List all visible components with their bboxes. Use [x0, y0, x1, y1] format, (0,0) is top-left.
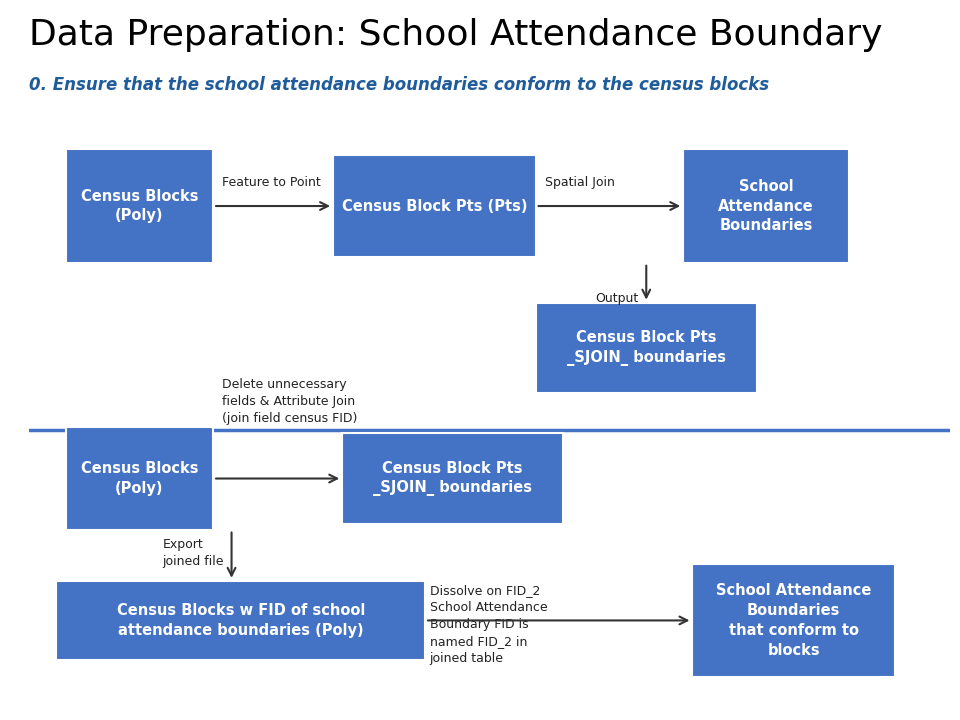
FancyBboxPatch shape: [536, 302, 756, 393]
Text: Census Blocks w FID of school
attendance boundaries (Poly): Census Blocks w FID of school attendance…: [116, 603, 365, 638]
Text: Census Blocks
(Poly): Census Blocks (Poly): [81, 189, 198, 223]
Text: Feature to Point: Feature to Point: [223, 176, 321, 189]
FancyBboxPatch shape: [333, 155, 536, 257]
Text: Export
joined file: Export joined file: [162, 538, 224, 568]
FancyBboxPatch shape: [65, 428, 213, 530]
Text: Data Preparation: School Attendance Boundary: Data Preparation: School Attendance Boun…: [29, 18, 882, 52]
Text: Output: Output: [595, 292, 638, 305]
FancyBboxPatch shape: [57, 581, 425, 660]
Text: 0. Ensure that the school attendance boundaries conform to the census blocks: 0. Ensure that the school attendance bou…: [29, 76, 769, 94]
Text: Dissolve on FID_2
School Attendance
Boundary FID is
named FID_2 in
joined table: Dissolve on FID_2 School Attendance Boun…: [430, 583, 547, 665]
Text: School Attendance
Boundaries
that conform to
blocks: School Attendance Boundaries that confor…: [716, 583, 872, 657]
Text: Spatial Join: Spatial Join: [545, 176, 614, 189]
Text: Census Block Pts
_SJOIN_ boundaries: Census Block Pts _SJOIN_ boundaries: [373, 461, 532, 496]
Text: Census Blocks
(Poly): Census Blocks (Poly): [81, 461, 198, 496]
Text: Delete unnecessary
fields & Attribute Join
(join field census FID): Delete unnecessary fields & Attribute Jo…: [223, 377, 358, 425]
Text: School
Attendance
Boundaries: School Attendance Boundaries: [718, 179, 814, 233]
FancyBboxPatch shape: [65, 149, 213, 263]
FancyBboxPatch shape: [684, 149, 849, 263]
Text: Census Block Pts (Pts): Census Block Pts (Pts): [342, 199, 527, 214]
Text: Census Block Pts
_SJOIN_ boundaries: Census Block Pts _SJOIN_ boundaries: [566, 330, 726, 366]
FancyBboxPatch shape: [342, 433, 564, 524]
FancyBboxPatch shape: [692, 564, 895, 678]
